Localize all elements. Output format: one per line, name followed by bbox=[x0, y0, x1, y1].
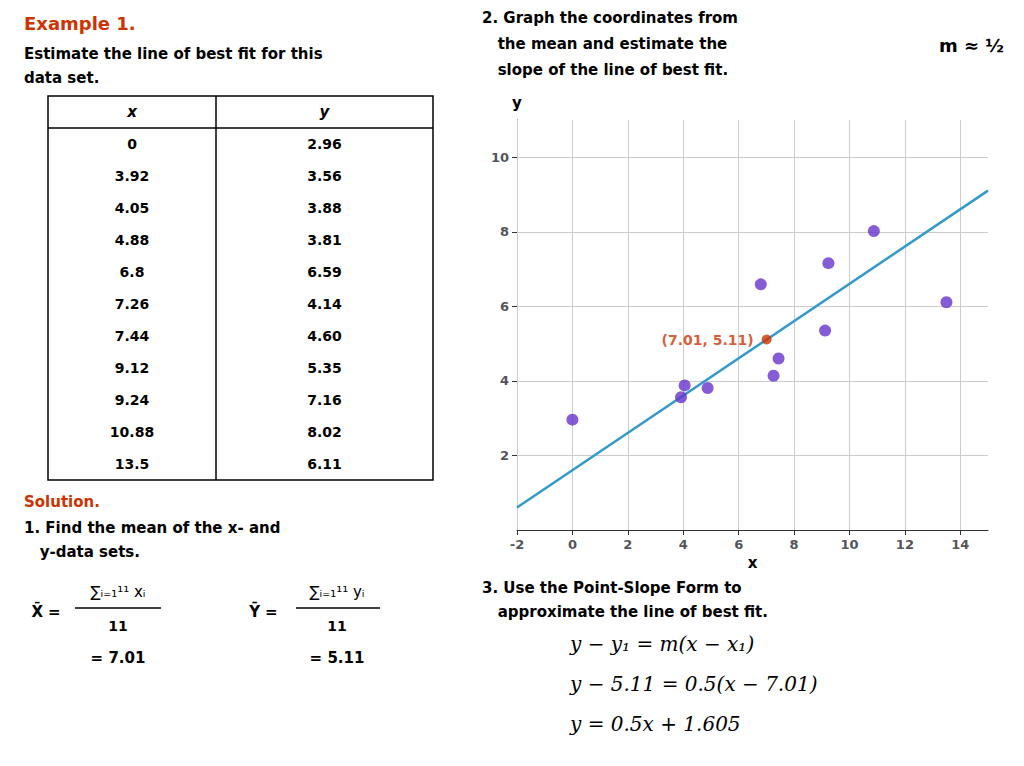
svg-text:6.8: 6.8 bbox=[120, 264, 145, 280]
svg-text:Ȳ: Ȳ bbox=[248, 601, 261, 621]
svg-text:11: 11 bbox=[327, 618, 346, 634]
svg-text:8: 8 bbox=[500, 224, 509, 239]
svg-text:y − 5.11 = 0.5(x − 7.01): y − 5.11 = 0.5(x − 7.01) bbox=[569, 672, 817, 696]
svg-text:x: x bbox=[748, 554, 758, 572]
svg-text:2. Graph the coordinates from: 2. Graph the coordinates from bbox=[482, 9, 738, 27]
svg-text:3.92: 3.92 bbox=[115, 168, 150, 184]
svg-text:m ≈ ½: m ≈ ½ bbox=[939, 35, 1004, 56]
svg-text:2: 2 bbox=[623, 537, 632, 552]
svg-text:∑ᵢ₌₁¹¹ yᵢ: ∑ᵢ₌₁¹¹ yᵢ bbox=[309, 583, 364, 601]
svg-text:Example 1.: Example 1. bbox=[24, 13, 136, 34]
svg-text:6.11: 6.11 bbox=[307, 456, 342, 472]
svg-text:0: 0 bbox=[127, 136, 137, 152]
svg-text:3.88: 3.88 bbox=[307, 200, 342, 216]
svg-text:4.05: 4.05 bbox=[115, 200, 150, 216]
svg-text:= 7.01: = 7.01 bbox=[91, 649, 146, 667]
svg-text:y = 0.5x + 1.605: y = 0.5x + 1.605 bbox=[569, 712, 741, 736]
svg-text:y-data sets.: y-data sets. bbox=[24, 543, 140, 561]
svg-text:4.14: 4.14 bbox=[307, 296, 342, 312]
svg-text:slope of the line of best fit.: slope of the line of best fit. bbox=[482, 61, 728, 79]
svg-text:y − y₁ = m(x − x₁): y − y₁ = m(x − x₁) bbox=[569, 632, 754, 656]
svg-text:approximate the line of best f: approximate the line of best fit. bbox=[482, 603, 768, 621]
svg-text:6: 6 bbox=[734, 537, 743, 552]
svg-text:2: 2 bbox=[500, 448, 509, 463]
svg-text:6.59: 6.59 bbox=[307, 264, 342, 280]
svg-text:5.35: 5.35 bbox=[307, 360, 342, 376]
svg-text:10: 10 bbox=[840, 537, 858, 552]
svg-text:6: 6 bbox=[500, 299, 509, 314]
svg-text:1. Find the mean of the x- and: 1. Find the mean of the x- and bbox=[24, 519, 280, 537]
svg-text:=: = bbox=[265, 603, 278, 621]
svg-text:8: 8 bbox=[790, 537, 799, 552]
svg-text:9.12: 9.12 bbox=[115, 360, 150, 376]
svg-text:= 5.11: = 5.11 bbox=[310, 649, 365, 667]
svg-text:y: y bbox=[320, 103, 331, 121]
svg-text:data set.: data set. bbox=[24, 69, 99, 87]
svg-text:the mean and estimate the: the mean and estimate the bbox=[482, 35, 727, 53]
svg-text:3. Use the Point-Slope Form to: 3. Use the Point-Slope Form to bbox=[482, 579, 742, 597]
svg-text:9.24: 9.24 bbox=[115, 392, 150, 408]
svg-text:∑ᵢ₌₁¹¹ xᵢ: ∑ᵢ₌₁¹¹ xᵢ bbox=[90, 583, 145, 601]
svg-text:7.26: 7.26 bbox=[115, 296, 150, 312]
svg-text:x: x bbox=[126, 103, 138, 121]
svg-text:8.02: 8.02 bbox=[307, 424, 342, 440]
svg-text:7.44: 7.44 bbox=[115, 328, 150, 344]
svg-text:2.96: 2.96 bbox=[307, 136, 342, 152]
svg-text:y: y bbox=[512, 94, 522, 112]
svg-text:4.88: 4.88 bbox=[115, 232, 150, 248]
svg-text:3.56: 3.56 bbox=[307, 168, 342, 184]
svg-text:10: 10 bbox=[491, 150, 509, 165]
svg-text:3.81: 3.81 bbox=[307, 232, 342, 248]
svg-text:(7.01, 5.11): (7.01, 5.11) bbox=[662, 332, 754, 348]
svg-text:4: 4 bbox=[500, 373, 509, 388]
svg-text:13.5: 13.5 bbox=[115, 456, 150, 472]
svg-text:0: 0 bbox=[568, 537, 577, 552]
svg-text:10.88: 10.88 bbox=[110, 424, 154, 440]
svg-text:-2: -2 bbox=[510, 537, 524, 552]
svg-text:Solution.: Solution. bbox=[24, 493, 100, 511]
svg-text:7.16: 7.16 bbox=[307, 392, 342, 408]
svg-text:X̄: X̄ bbox=[31, 601, 43, 621]
svg-text:4: 4 bbox=[679, 537, 688, 552]
svg-text:=: = bbox=[48, 603, 61, 621]
svg-text:Estimate the line of best fit: Estimate the line of best fit for this bbox=[24, 45, 323, 63]
svg-text:14: 14 bbox=[951, 537, 969, 552]
svg-text:12: 12 bbox=[896, 537, 914, 552]
svg-text:11: 11 bbox=[108, 618, 127, 634]
svg-text:4.60: 4.60 bbox=[307, 328, 342, 344]
